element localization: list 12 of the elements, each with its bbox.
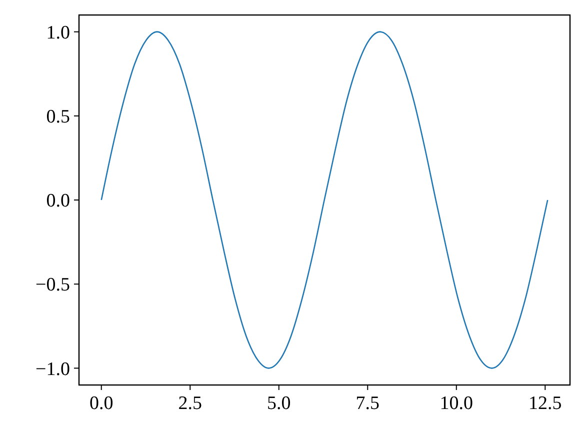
y-tick-label: 1.0: [46, 22, 70, 44]
x-tick-label: 7.5: [356, 393, 380, 414]
line-series: [100, 31, 548, 369]
x-tick-label: 5.0: [267, 393, 291, 414]
x-tick-label: 10.0: [440, 393, 474, 414]
x-tick-label: 12.5: [528, 393, 562, 414]
y-tick-label: −1.0: [36, 358, 70, 380]
x-tick-label: 2.5: [178, 393, 202, 414]
y-tick-label: 0.5: [46, 106, 70, 128]
y-tick-label: −0.5: [36, 274, 70, 296]
y-tick-label: 0.0: [46, 190, 70, 212]
x-tick-label: 0.0: [89, 393, 114, 414]
